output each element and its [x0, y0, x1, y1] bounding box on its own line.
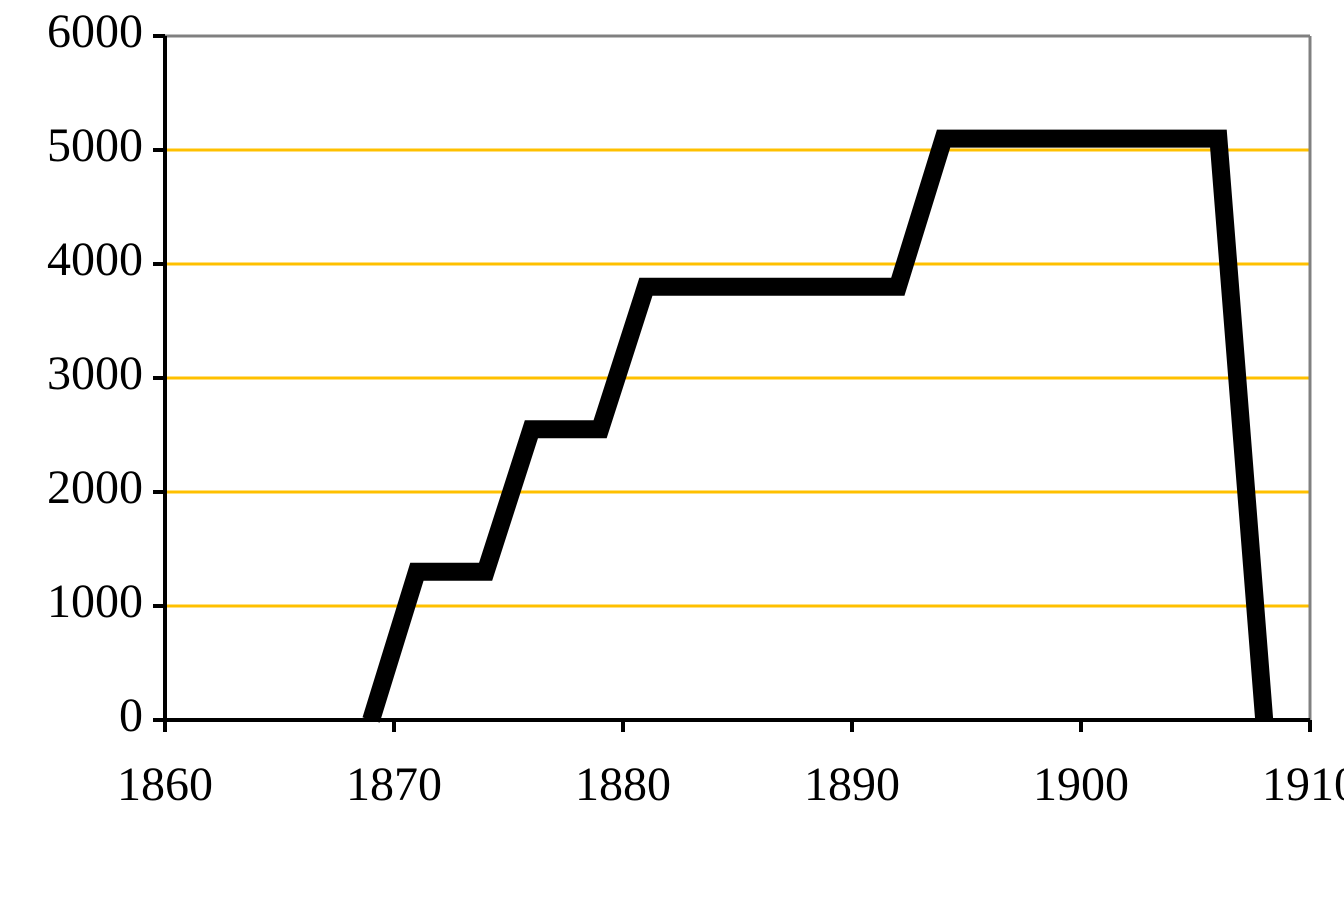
- line-chart: 0 1000 2000 3000 4000 5000 6000 1860 1870 1880 189…: [0, 0, 1344, 922]
- y-axis-label: 6000: [47, 5, 143, 58]
- x-axis-label: 1910: [1262, 758, 1344, 811]
- chart-container: 0 1000 2000 3000 4000 5000 6000 1860 1870 1880 189…: [0, 0, 1344, 922]
- x-axis-label: 1870: [346, 758, 442, 811]
- x-axis-label: 1880: [575, 758, 671, 811]
- x-axis-label: 1860: [117, 758, 213, 811]
- y-axis-label: 0: [119, 689, 143, 742]
- y-axis-label: 1000: [47, 575, 143, 628]
- y-axis-label: 2000: [47, 461, 143, 514]
- y-axis-label: 3000: [47, 347, 143, 400]
- x-axis-label: 1890: [804, 758, 900, 811]
- y-axis-label: 4000: [47, 233, 143, 286]
- x-axis-label: 1900: [1033, 758, 1129, 811]
- y-axis-label: 5000: [47, 119, 143, 172]
